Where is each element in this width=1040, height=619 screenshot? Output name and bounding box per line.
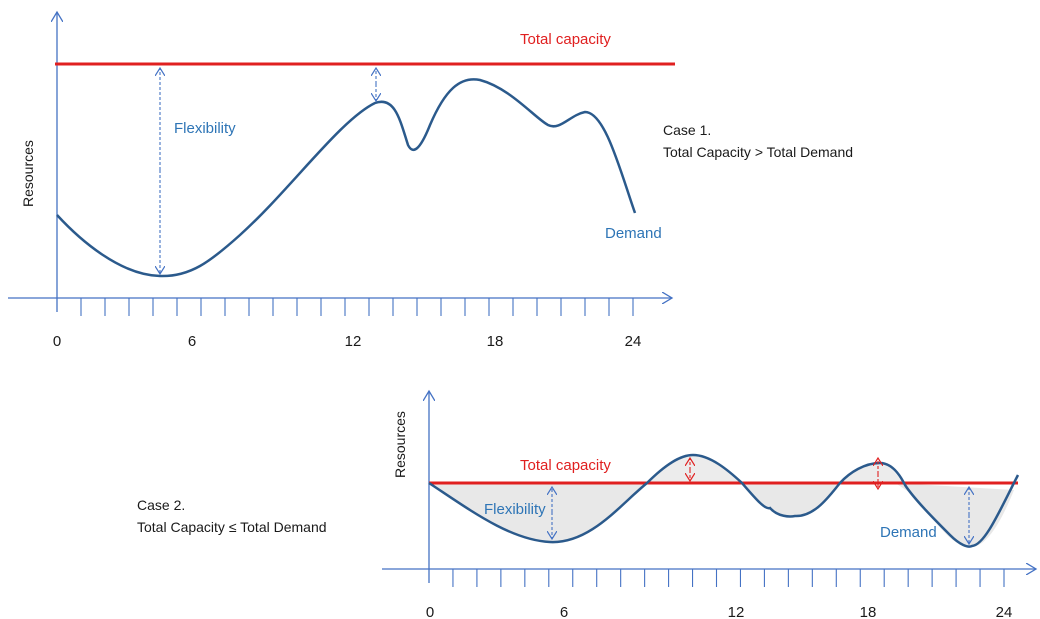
case1-x-tick-label: 6 bbox=[188, 333, 196, 350]
case2-flexibility-label: Flexibility bbox=[484, 501, 546, 518]
case2-shaded-region bbox=[840, 463, 903, 483]
case1-x-tick-label: 18 bbox=[487, 333, 504, 350]
case2-x-tick-label: 12 bbox=[728, 604, 745, 619]
case2-demand-curve bbox=[428, 453, 1020, 548]
case1-x-tick-label: 0 bbox=[53, 333, 61, 350]
case2-shaded-region bbox=[429, 483, 647, 543]
case2-demand-label: Demand bbox=[880, 524, 937, 541]
case1-tick-marks bbox=[80, 298, 634, 316]
case1-demand-curve bbox=[56, 78, 637, 278]
case2-x-tick-label: 24 bbox=[996, 604, 1013, 619]
case2-shaded-region bbox=[647, 455, 742, 483]
case1-flexibility-label: Flexibility bbox=[174, 120, 236, 137]
case2-x-tick-label: 6 bbox=[560, 604, 568, 619]
case1-condition: Total Capacity > Total Demand bbox=[663, 144, 853, 160]
case1-x-tick-label: 12 bbox=[345, 333, 362, 350]
case1-x-tick-label: 24 bbox=[625, 333, 642, 350]
case1-diagram: Total capacity Flexibility Demand Resour… bbox=[8, 12, 853, 350]
case2-x-tick-label: 0 bbox=[426, 604, 434, 619]
case2-diagram: Total capacity Flexibility Demand Resour… bbox=[137, 391, 1036, 619]
case2-shaded-region bbox=[895, 483, 1014, 548]
case2-tick-marks bbox=[452, 569, 1005, 587]
case1-capacity-label: Total capacity bbox=[520, 31, 611, 48]
case2-shaded-region bbox=[770, 483, 840, 517]
case2-title: Case 2. bbox=[137, 497, 185, 513]
case1-y-axis-label: Resources bbox=[20, 140, 36, 207]
case2-condition: Total Capacity ≤ Total Demand bbox=[137, 519, 327, 535]
case1-title: Case 1. bbox=[663, 122, 711, 138]
case1-demand-label: Demand bbox=[605, 225, 662, 242]
case2-capacity-label: Total capacity bbox=[520, 457, 611, 474]
case2-x-tick-label: 18 bbox=[860, 604, 877, 619]
case2-y-axis-label: Resources bbox=[392, 411, 408, 478]
